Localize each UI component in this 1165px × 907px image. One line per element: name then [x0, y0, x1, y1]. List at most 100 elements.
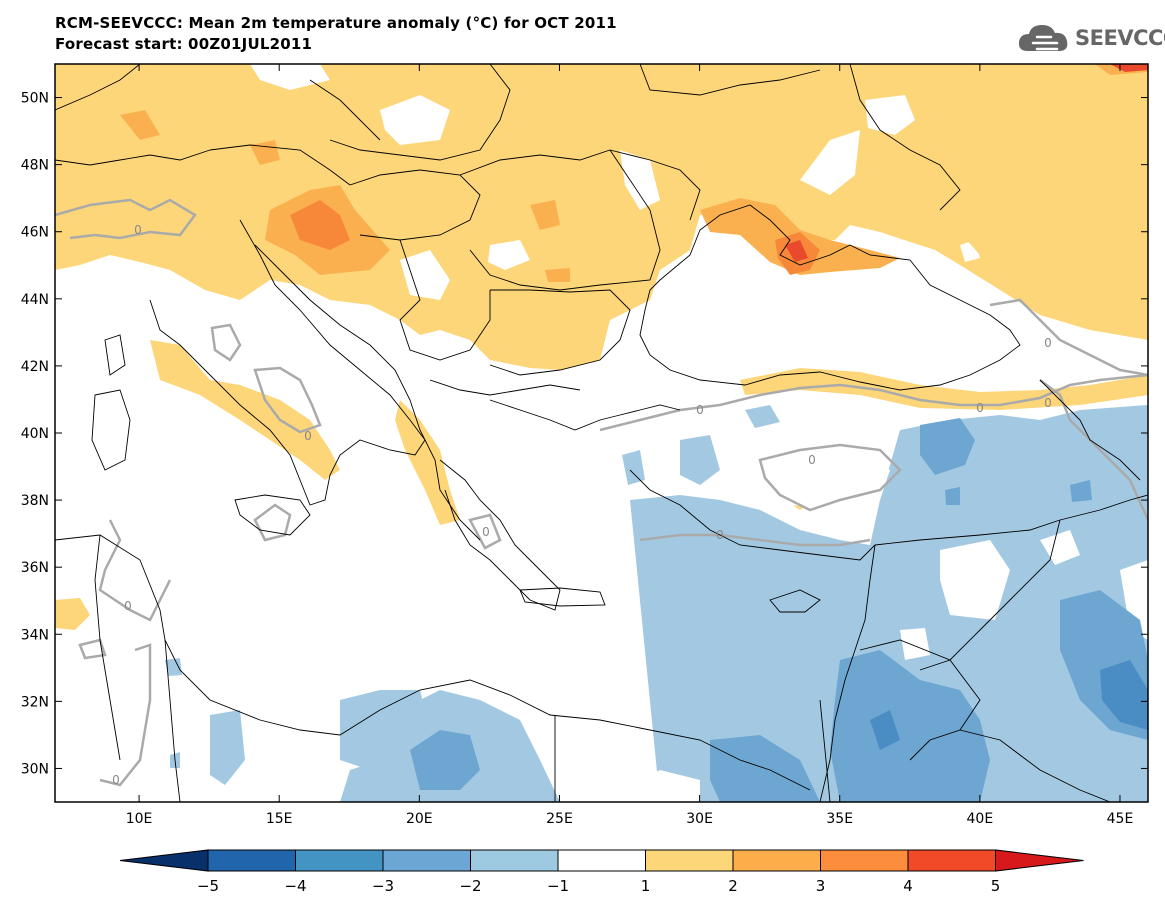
border-serbia — [399, 239, 491, 361]
border-belarus — [639, 64, 821, 96]
warm3-region-slovenia — [290, 200, 350, 250]
zero-contour-2 — [210, 323, 242, 362]
cool2-region-east-turkey — [920, 418, 975, 475]
cool-anomaly-region-libya — [210, 710, 245, 785]
lat-tick-label: 38N — [21, 493, 49, 509]
warm-anomaly-region-north — [55, 64, 1148, 370]
warm-anomaly-italy-coast — [150, 340, 340, 480]
cool3-region-iraq — [1100, 660, 1148, 730]
lat-tick-label: 30N — [21, 761, 49, 777]
colorbar-segment — [557, 849, 646, 872]
colorbar-level-label: 1 — [641, 877, 651, 895]
latitude-axis: 50N 48N 46N 44N 42N 40N 38N 36N 34N 32N 30N — [21, 91, 1148, 777]
contour-label: 0 — [304, 429, 312, 443]
corsica-coast — [104, 334, 126, 376]
greece-coast — [439, 459, 561, 611]
neutral-hole-2 — [865, 95, 915, 135]
zero-contour-8 — [468, 513, 502, 550]
cool2-region-levant — [830, 650, 990, 802]
border-ukraine-moldova — [609, 149, 701, 221]
shaded-anomaly-field — [55, 64, 1148, 802]
colorbar-level-label: −3 — [372, 877, 394, 895]
warm2-region-romania — [530, 200, 560, 230]
neutral-hole-3 — [800, 130, 860, 195]
border-czech — [309, 79, 381, 141]
warm2-region-romania-s — [545, 268, 570, 282]
warm4-region-crimea — [785, 240, 808, 262]
north-africa-coast — [55, 534, 811, 791]
forecast-start-subtitle: Forecast start: 00Z01JUL2011 — [55, 35, 313, 53]
zero-contour-1 — [55, 198, 197, 240]
zero-contour-anatolia-c — [758, 443, 902, 512]
lon-tick-label: 15E — [266, 811, 293, 827]
sardinia-coast — [91, 389, 131, 471]
warm2-region-west — [120, 110, 160, 140]
contour-label: 0 — [124, 599, 132, 613]
seevccc-logo: SEEVCCC — [1018, 20, 1165, 56]
levant-coast — [819, 544, 876, 802]
neutral-hole-6 — [250, 64, 330, 90]
cool-anomaly-region-libya2 — [340, 690, 430, 770]
lat-tick-label: 32N — [21, 694, 49, 710]
neutral-hole-4 — [650, 285, 940, 380]
zero-contour-6 — [99, 643, 152, 787]
colorbar-level-label: 4 — [903, 877, 913, 895]
contour-label: 0 — [1044, 396, 1052, 410]
neutral-hole-7 — [400, 250, 450, 300]
colorbar-level-label: 3 — [816, 877, 826, 895]
colorbar-segment — [645, 849, 734, 872]
lat-tick-label: 50N — [21, 91, 49, 107]
colorbar-segment — [907, 849, 996, 872]
border-syria-turkey — [874, 494, 1148, 546]
border-iraq-saudi — [959, 729, 1111, 802]
zero-contour-anatolia-s — [639, 533, 871, 547]
neutral-hole-levant-4 — [1120, 560, 1148, 640]
border-syria-iraq — [919, 519, 1061, 671]
greece-aegean-coast — [489, 399, 681, 431]
cool-anomaly-region-turkey-n — [745, 405, 780, 428]
contour-label: 0 — [1044, 336, 1052, 350]
warm2-region-austria — [250, 140, 280, 165]
border-switzerland — [55, 149, 211, 166]
lon-tick-label: 40E — [967, 811, 994, 827]
contour-label: 0 — [112, 773, 120, 787]
contour-label: 0 — [482, 525, 490, 539]
lat-tick-label: 42N — [21, 359, 49, 375]
lon-tick-label: 35E — [826, 811, 853, 827]
neutral-hole-levant-3 — [1040, 530, 1080, 565]
lon-tick-label: 30E — [686, 811, 713, 827]
colorbar-segment — [295, 849, 384, 872]
border-bulgaria — [489, 289, 631, 376]
border-jordan — [859, 639, 981, 761]
warm-anomaly-adriatic — [395, 400, 460, 525]
cool-anomaly-region-aegean-e — [622, 450, 645, 485]
border-hungary — [349, 169, 481, 241]
coastlines-and-borders — [55, 64, 1148, 802]
neutral-hole-anatolia-c — [740, 450, 890, 510]
colorbar-level-label: −2 — [459, 877, 481, 895]
cool3-region-jordan — [870, 710, 900, 750]
lon-tick-label: 20E — [406, 811, 433, 827]
colorbar-legend: −5 −4 −3 −2 −1 1 2 3 4 5 — [119, 849, 1084, 895]
zero-contour-4 — [98, 519, 172, 622]
lon-tick-label: 45E — [1107, 811, 1134, 827]
border-libya-tunisia — [164, 639, 181, 802]
neutral-hole-9 — [488, 240, 530, 270]
lon-tick-label: 25E — [546, 811, 573, 827]
contour-label: 0 — [716, 528, 724, 542]
italy-coast — [149, 219, 426, 506]
colorbar-segment — [820, 849, 909, 872]
zero-contour-ne — [989, 298, 1148, 377]
border-germany — [55, 64, 141, 111]
cool-anomaly-region-turkey-c — [680, 435, 720, 485]
colorbar-segment — [470, 849, 559, 872]
cool2-region-east-turkey3 — [945, 487, 960, 505]
warm-anomaly-northeast — [940, 165, 1148, 340]
lat-tick-label: 40N — [21, 426, 49, 442]
border-poland — [329, 64, 511, 161]
neutral-hole-1 — [380, 95, 450, 145]
zero-contour-lines — [55, 198, 1148, 787]
tunisia-border — [94, 534, 121, 761]
neutral-hole-5 — [620, 150, 660, 210]
colorbar-underflow-triangle — [119, 849, 209, 872]
